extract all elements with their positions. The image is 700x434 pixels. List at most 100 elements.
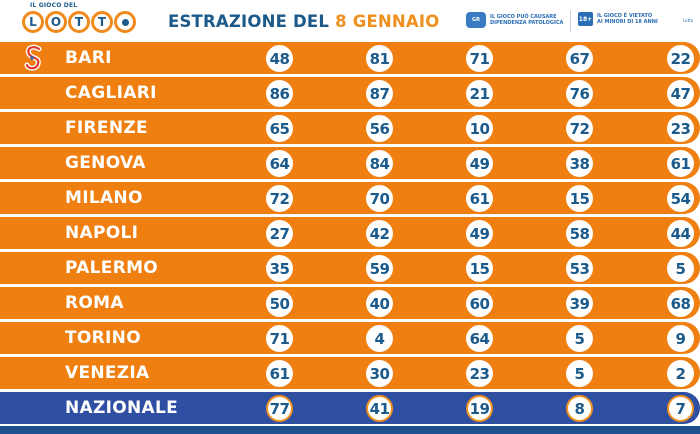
header: IL GIOCO DEL L O T T ESTRAZIONE DEL 8 GE… — [0, 0, 700, 42]
title-date: 8 GENNAIO — [335, 12, 440, 31]
title-prefix: ESTRAZIONE DEL — [168, 12, 330, 31]
number-ball: 15 — [566, 185, 593, 212]
number-ball: 53 — [566, 255, 593, 282]
logo-ball-t: T — [68, 11, 90, 33]
number-ball: 5 — [667, 255, 694, 282]
number-ball: 2 — [667, 360, 694, 387]
wheel-name: VENEZIA — [65, 363, 150, 383]
number-ball: 42 — [366, 220, 393, 247]
logo-balls: L O T T — [22, 11, 136, 33]
number-ball: 19 — [466, 395, 493, 422]
number-ball: 64 — [266, 150, 293, 177]
number-ball: 8 — [566, 395, 593, 422]
number-ball: 27 — [266, 220, 293, 247]
number-ball: 67 — [566, 45, 593, 72]
number-ball: 65 — [266, 115, 293, 142]
number-ball: 72 — [566, 115, 593, 142]
number-ball: 40 — [366, 290, 393, 317]
number-ball: 64 — [466, 325, 493, 352]
number-ball: 39 — [566, 290, 593, 317]
number-ball: 4 — [366, 325, 393, 352]
wheel-name: TORINO — [65, 328, 141, 348]
number-ball: 61 — [266, 360, 293, 387]
wheel-name: GENOVA — [65, 153, 146, 173]
table-row-bari: BARI 48 81 71 67 22 — [0, 42, 700, 74]
number-ball: 72 — [266, 185, 293, 212]
wheel-name: BARI — [65, 48, 112, 68]
age-18-icon: 18+ — [578, 12, 593, 26]
table-row-cagliari: CAGLIARI 86 87 21 76 47 — [0, 77, 700, 109]
table-row-firenze: FIRENZE 65 56 10 72 23 — [0, 112, 700, 144]
warning-addiction-text: IL GIOCO PUÒ CAUSARE DIPENDENZA PATOLOGI… — [490, 14, 564, 26]
logo-ball-o: O — [45, 11, 67, 33]
logo-ball-dot-icon — [114, 11, 136, 33]
number-ball: 61 — [466, 185, 493, 212]
table-row-milano: MILANO 72 70 61 15 54 — [0, 182, 700, 214]
table-row-palermo: PALERMO 35 59 15 53 5 — [0, 252, 700, 284]
number-ball: 68 — [667, 290, 694, 317]
wheel-name: PALERMO — [65, 258, 159, 278]
number-ball: 54 — [667, 185, 694, 212]
number-ball: 41 — [366, 395, 393, 422]
wheel-name: ROMA — [65, 293, 124, 313]
number-ball: 5 — [566, 360, 593, 387]
table-row-roma: ROMA 50 40 60 39 68 — [0, 287, 700, 319]
number-ball: 15 — [466, 255, 493, 282]
page-title: ESTRAZIONE DEL 8 GENNAIO — [168, 12, 439, 31]
number-ball: 10 — [466, 115, 493, 142]
number-ball: 49 — [466, 150, 493, 177]
number-ball: 76 — [566, 80, 593, 107]
warning-minors: 18+ IL GIOCO È VIETATO AI MINORI DI 18 A… — [578, 12, 658, 26]
wheel-name: NAZIONALE — [65, 398, 179, 418]
table-row-torino: TORINO 71 4 64 5 9 — [0, 322, 700, 354]
warning-minors-text: IL GIOCO È VIETATO AI MINORI DI 18 ANNI — [597, 13, 658, 25]
number-ball: 71 — [266, 325, 293, 352]
number-ball: 22 — [667, 45, 694, 72]
bottom-strip — [0, 426, 700, 434]
number-ball: 35 — [266, 255, 293, 282]
number-ball: 38 — [566, 150, 593, 177]
table-row-napoli: NAPOLI 27 42 49 58 44 — [0, 217, 700, 249]
number-ball: 30 — [366, 360, 393, 387]
table-row-nazionale: NAZIONALE 77 41 19 8 7 — [0, 392, 700, 424]
wheel-name: NAPOLI — [65, 223, 139, 243]
number-ball: 58 — [566, 220, 593, 247]
number-ball: 5 — [566, 325, 593, 352]
number-ball: 84 — [366, 150, 393, 177]
number-ball: 9 — [667, 325, 694, 352]
wheel-name: MILANO — [65, 188, 143, 208]
header-divider — [570, 10, 571, 32]
number-ball: 21 — [466, 80, 493, 107]
lotto-logo: IL GIOCO DEL L O T T — [18, 2, 138, 36]
number-ball: 47 — [667, 80, 694, 107]
number-ball: 50 — [266, 290, 293, 317]
number-ball: 81 — [366, 45, 393, 72]
number-ball: 23 — [466, 360, 493, 387]
number-ball: 44 — [667, 220, 694, 247]
warning-addiction: GR IL GIOCO PUÒ CAUSARE DIPENDENZA PATOL… — [466, 12, 563, 28]
number-ball: 70 — [366, 185, 393, 212]
superenalotto-s-icon — [24, 44, 42, 71]
results-table: BARI 48 81 71 67 22 CAGLIARI 86 87 21 76… — [0, 42, 700, 427]
number-ball: 23 — [667, 115, 694, 142]
number-ball: 87 — [366, 80, 393, 107]
header-fragment: Lotto — [683, 18, 694, 23]
number-ball: 71 — [466, 45, 493, 72]
number-ball: 7 — [667, 395, 694, 422]
number-ball: 86 — [266, 80, 293, 107]
number-ball: 61 — [667, 150, 694, 177]
number-ball: 59 — [366, 255, 393, 282]
wheel-name: CAGLIARI — [65, 83, 157, 103]
number-ball: 48 — [266, 45, 293, 72]
logo-ball-l: L — [22, 11, 44, 33]
number-ball: 49 — [466, 220, 493, 247]
logo-tagline: IL GIOCO DEL — [30, 2, 78, 9]
logo-ball-t2: T — [91, 11, 113, 33]
number-ball: 60 — [466, 290, 493, 317]
wheel-name: FIRENZE — [65, 118, 148, 138]
table-row-genova: GENOVA 64 84 49 38 61 — [0, 147, 700, 179]
gioco-responsabile-icon: GR — [466, 12, 486, 28]
number-ball: 77 — [266, 395, 293, 422]
number-ball: 56 — [366, 115, 393, 142]
table-row-venezia: VENEZIA 61 30 23 5 2 — [0, 357, 700, 389]
